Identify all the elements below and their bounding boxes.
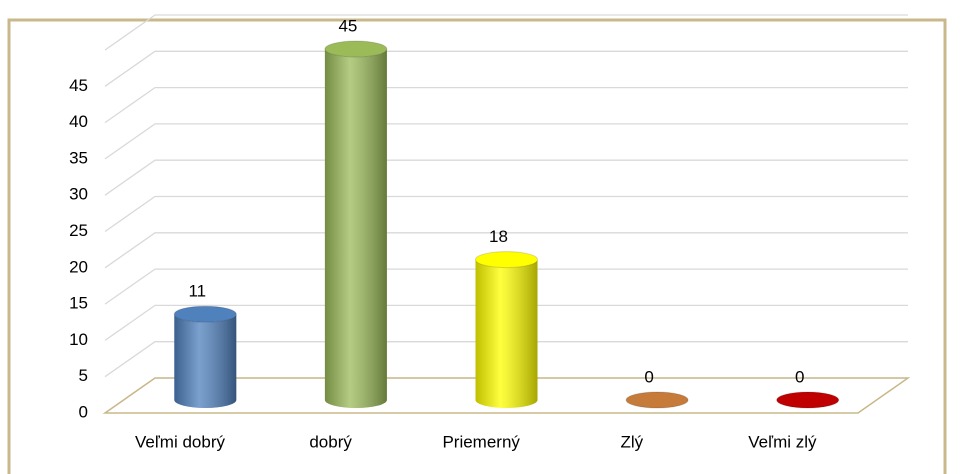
- x-tick-label: Veľmi zlý: [748, 432, 817, 451]
- y-tick-label: 10: [69, 330, 88, 349]
- data-label: 45: [338, 16, 357, 35]
- data-label: 0: [644, 367, 653, 386]
- y-tick-label: 35: [69, 148, 88, 167]
- y-tick-label: 45: [69, 76, 88, 95]
- bar-top: [173, 305, 237, 323]
- grid-line: [104, 123, 908, 160]
- y-tick-label: 15: [69, 294, 88, 313]
- grid-line: [104, 341, 908, 378]
- y-tick-label: 40: [69, 112, 88, 131]
- data-label: 0: [795, 367, 804, 386]
- grid-line: [104, 14, 908, 51]
- y-tick-label: 30: [69, 185, 88, 204]
- data-label: 11: [188, 282, 206, 301]
- bar-top: [324, 40, 388, 58]
- grid-line: [104, 159, 908, 196]
- bar-top: [776, 391, 840, 409]
- chart-frame: [7, 18, 947, 474]
- bar-shade: [324, 49, 387, 408]
- x-tick-label: Priemerný: [442, 432, 520, 451]
- x-tick-label: Zlý: [620, 432, 643, 451]
- bar-shade: [475, 259, 538, 408]
- grid-line: [104, 50, 908, 87]
- y-tick-label: 5: [79, 366, 88, 385]
- x-tick-label: dobrý: [309, 432, 352, 451]
- grid-line: [104, 232, 908, 269]
- bar-shade: [174, 314, 237, 408]
- grid-line: [104, 268, 908, 305]
- grid-line: [104, 195, 908, 233]
- bar-top: [475, 251, 538, 269]
- bar-top: [625, 391, 689, 409]
- x-tick-label: Veľmi dobrý: [135, 432, 225, 451]
- y-tick-label: 0: [79, 402, 88, 421]
- grid-line: [104, 304, 908, 341]
- y-tick-label: 25: [69, 221, 88, 240]
- floor: [102, 377, 911, 414]
- y-tick-label: 20: [69, 257, 88, 276]
- data-label: 18: [489, 227, 508, 246]
- grid-line: [104, 86, 908, 124]
